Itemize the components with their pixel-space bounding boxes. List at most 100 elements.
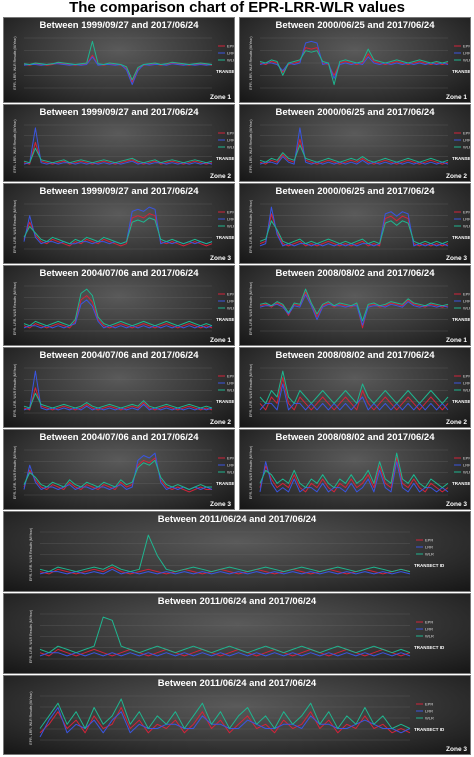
chart-svg: EPR- LRR- WLR Results (M/Year) EPR LRR WLR T…: [13, 446, 235, 499]
figure-title: The comparison chart of EPR-LRR-WLR valu…: [69, 0, 405, 16]
legend-label: WLR: [463, 145, 471, 150]
chart-title: Between 2004/07/06 and 2017/06/24: [39, 350, 199, 361]
series-line-epr: [39, 566, 411, 575]
legend-label: EPR: [425, 620, 433, 625]
x-axis-label: TRANSECT ID: [414, 563, 445, 568]
legend-label: LRR: [425, 545, 433, 550]
chart-panel: Between 2008/08/02 and 2017/06/24 Zone 2 E…: [239, 347, 471, 428]
zone-label: Zone 3: [446, 255, 467, 262]
zone-label: Zone 1: [446, 94, 467, 101]
series-line-wlr: [39, 534, 411, 573]
y-axis-label: EPR- LRR- WLR Results (M/Year): [13, 200, 17, 253]
legend-label: EPR: [227, 44, 235, 49]
legend-label: WLR: [463, 224, 471, 229]
series-line-lrr: [259, 383, 449, 411]
x-axis-label: TRANSECT ID: [216, 399, 235, 404]
legend-label: LRR: [227, 138, 235, 143]
legend-label: EPR: [463, 456, 471, 461]
y-axis-label: EPR- LRR- WLR Results (M/Year): [29, 528, 33, 581]
legend-label: LRR: [227, 217, 235, 222]
legend-label: LRR: [463, 463, 471, 468]
series-line-lrr: [259, 40, 449, 79]
chart-svg: EPR- LRR- WLR Results (M/Year) EPR LRR WLR T…: [13, 36, 235, 89]
chart-svg: EPR- LRR- WLR Results (M/Year) EPR LRR WLR T…: [249, 36, 471, 89]
series-line-wlr: [259, 288, 449, 322]
legend-label: WLR: [463, 306, 471, 311]
legend-label: WLR: [463, 470, 471, 475]
series-line-lrr: [259, 127, 449, 165]
zone-label: Zone 3: [210, 255, 231, 262]
x-axis-label: TRANSECT ID: [216, 317, 235, 322]
x-axis-label: TRANSECT ID: [216, 481, 235, 486]
series-line-lrr: [39, 652, 411, 657]
chart-panel: Between 2008/08/02 and 2017/06/24 Zone 3 E…: [239, 429, 471, 510]
series-line-wlr: [23, 392, 213, 409]
zone-label: Zone 1: [446, 337, 467, 344]
legend-label: WLR: [227, 145, 235, 150]
series-line-wlr: [23, 40, 213, 81]
legend-label: LRR: [463, 299, 471, 304]
y-axis-label: EPR- LRR- WLR Results (M/Year): [249, 364, 253, 417]
chart-svg: EPR- LRR- WLR Results (M/Year) EPR LRR WLR T…: [249, 119, 471, 172]
legend-label: LRR: [463, 381, 471, 386]
chart-title: Between 2000/06/25 and 2017/06/24: [275, 20, 435, 31]
legend-label: WLR: [425, 716, 434, 721]
series-line-epr: [259, 138, 449, 165]
legend-label: EPR: [463, 44, 471, 49]
chart-title: Between 2011/06/24 and 2017/06/24: [157, 678, 317, 689]
x-axis-label: TRANSECT ID: [452, 399, 471, 404]
series-line-lrr: [259, 206, 449, 247]
series-line-lrr: [259, 461, 449, 493]
series-line-wlr: [39, 616, 411, 654]
legend-label: WLR: [463, 388, 471, 393]
legend-label: EPR: [463, 210, 471, 215]
series-line-lrr: [23, 370, 213, 411]
chart-title: Between 2004/07/06 and 2017/06/24: [39, 268, 199, 279]
legend-label: LRR: [227, 463, 235, 468]
y-axis-label: EPR- LRR- WLR Results (M/Year): [249, 446, 253, 499]
series-line-wlr: [23, 147, 213, 164]
y-axis-label: EPR- LRR- WLR Results (M/Year): [13, 36, 17, 89]
chart-svg: EPR- LRR- WLR Results (M/Year) EPR LRR WLR T…: [29, 691, 445, 744]
series-line-wlr: [23, 288, 213, 327]
chart-svg: EPR- LRR- WLR Results (M/Year) EPR LRR WLR T…: [13, 364, 235, 417]
x-axis-label: TRANSECT ID: [452, 156, 471, 161]
chart-title: Between 1999/09/27 and 2017/06/24: [39, 186, 199, 197]
chart-title: Between 1999/09/27 and 2017/06/24: [39, 20, 199, 31]
y-axis-label: EPR- LRR- WLR Results (M/Year): [13, 364, 17, 417]
chart-panel: Between 1999/09/27 and 2017/06/24 Zone 3 E…: [3, 183, 235, 264]
series-line-epr: [259, 47, 449, 76]
x-axis-label: TRANSECT ID: [452, 317, 471, 322]
legend-label: LRR: [463, 217, 471, 222]
series-line-wlr: [259, 144, 449, 163]
series-line-epr: [23, 54, 213, 83]
zone-label: Zone 2: [210, 173, 231, 180]
chart-title: Between 2008/08/02 and 2017/06/24: [275, 432, 435, 443]
legend-label: LRR: [463, 138, 471, 143]
series-line-wlr: [23, 217, 213, 245]
chart-svg: EPR- LRR- WLR Results (M/Year) EPR LRR WLR T…: [29, 528, 445, 581]
legend-label: EPR: [463, 131, 471, 136]
chart-panel: Between 2004/07/06 and 2017/06/24 Zone 3 E…: [3, 429, 235, 510]
chart-svg: EPR- LRR- WLR Results (M/Year) EPR LRR WLR T…: [249, 282, 471, 335]
series-line-lrr: [23, 56, 213, 86]
chart-svg: EPR- LRR- WLR Results (M/Year) EPR LRR WLR T…: [13, 119, 235, 172]
chart-title: Between 2004/07/06 and 2017/06/24: [39, 432, 199, 443]
legend-label: EPR: [425, 702, 433, 707]
zone-label: Zone 1: [210, 94, 231, 101]
series-line-lrr: [39, 707, 411, 738]
series-line-lrr: [23, 299, 213, 329]
series-line-wlr: [259, 370, 449, 404]
legend-label: WLR: [425, 552, 434, 557]
y-axis-label: EPR- LRR- WLR Results (M/Year): [13, 446, 17, 499]
chart-svg: EPR- LRR- WLR Results (M/Year) EPR LRR WLR T…: [13, 282, 235, 335]
series-line-lrr: [23, 206, 213, 245]
series-line-wlr: [259, 220, 449, 245]
chart-title: Between 2008/08/02 and 2017/06/24: [275, 268, 435, 279]
x-axis-label: TRANSECT ID: [452, 235, 471, 240]
legend-label: EPR: [425, 538, 433, 543]
chart-title: Between 2000/06/25 and 2017/06/24: [275, 186, 435, 197]
y-axis-label: EPR- LRR- WLR Results (M/Year): [249, 282, 253, 335]
